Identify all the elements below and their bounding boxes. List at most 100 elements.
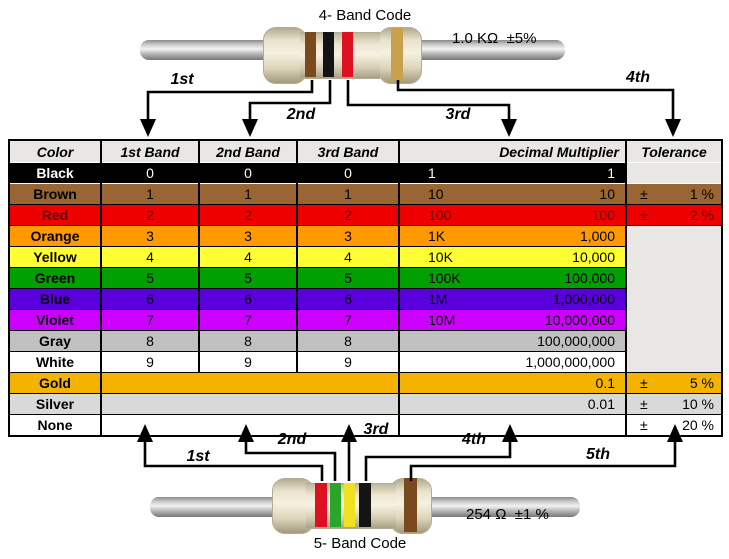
band-3-digit-cell: 8 [296, 330, 399, 352]
tolerance-sign: ± [640, 207, 648, 223]
band-1-digit-cell: 6 [100, 288, 199, 310]
tolerance-sign: ± [640, 186, 648, 202]
band-3-digit-cell: 3 [296, 225, 399, 247]
band-3-digit-cell: 5 [296, 267, 399, 289]
table-row-violet: Violet 7 7 7 10M 10,000,000 [9, 309, 722, 331]
green-band [330, 483, 341, 527]
band-1-digit-cell: 7 [100, 309, 199, 331]
band-1-digit-cell: 9 [100, 351, 199, 373]
band-3-digit-cell: 4 [296, 246, 399, 268]
multiplier-value: 1,000,000,000 [525, 354, 615, 370]
multiplier-prefix: 10M [428, 312, 456, 328]
color-name-cell: Silver [9, 393, 101, 415]
band-2-digit-cell: 6 [198, 288, 297, 310]
decimal-multiplier-cell: 100,000,000 [398, 330, 626, 352]
band-1-digit-cell: 1 [100, 183, 199, 205]
color-name-cell: Black [9, 162, 101, 184]
color-name-cell: Blue [9, 288, 101, 310]
decimal-multiplier-cell: 1M 1,000,000 [398, 288, 626, 310]
arrow-label-4th: 4th [462, 431, 486, 448]
table-row-blue: Blue 6 6 6 1M 1,000,000 [9, 288, 722, 310]
multiplier-prefix: 1M [428, 291, 448, 307]
color-name-cell: Green [9, 267, 101, 289]
multiplier-value: 0.1 [595, 375, 615, 391]
band-1-digit-cell: 4 [100, 246, 199, 268]
band-2-digit-cell: 9 [198, 351, 297, 373]
multiplier-value: 10,000 [572, 249, 615, 265]
multiplier-value: 0.01 [587, 396, 615, 412]
header-3rd-band: 3rd Band [296, 140, 399, 163]
arrow-label-3rd: 3rd [363, 421, 389, 438]
tolerance-value: 20 % [682, 417, 714, 433]
decimal-multiplier-cell: 100 100 [398, 204, 626, 226]
five-band-resistor-value: 254 Ω ±1 % [466, 506, 549, 523]
multiplier-value: 10 [599, 186, 615, 202]
tolerance-cell [625, 225, 722, 373]
band-1-digit-cell: 8 [100, 330, 199, 352]
table-row-gray: Gray 8 8 8 100,000,000 [9, 330, 722, 352]
tolerance-cell [625, 162, 722, 184]
band-2-digit-cell: 5 [198, 267, 297, 289]
band-3-digit-cell: 2 [296, 204, 399, 226]
table-row-black: Black 0 0 0 1 1 [9, 162, 722, 184]
tolerance-value: 1 % [689, 186, 714, 202]
band-3-digit-cell: 7 [296, 309, 399, 331]
band-2-digit-cell: 8 [198, 330, 297, 352]
band-2-digit-cell: 3 [198, 225, 297, 247]
multiplier-value: 1,000,000 [552, 291, 615, 307]
band-2-digit-cell: 0 [198, 162, 297, 184]
decimal-multiplier-cell: 1K 1,000 [398, 225, 626, 247]
color-name-cell: Gray [9, 330, 101, 352]
arrow-label-2nd: 2nd [277, 431, 307, 448]
red-band [342, 32, 353, 77]
tolerance-sign: ± [640, 396, 648, 412]
five-band-code-title: 5- Band Code [313, 535, 407, 552]
band-2-digit-cell: 7 [198, 309, 297, 331]
band-3-digit-cell: 1 [296, 183, 399, 205]
color-name-cell: Orange [9, 225, 101, 247]
table-row-silver: Silver 0.01 ±10 % [9, 393, 722, 415]
decimal-multiplier-cell: 100K 100,000 [398, 267, 626, 289]
band-2-digit-cell: 1 [198, 183, 297, 205]
band-1-digit-cell: 3 [100, 225, 199, 247]
band-3-digit-cell: 6 [296, 288, 399, 310]
color-name-cell: Yellow [9, 246, 101, 268]
color-name-cell: Red [9, 204, 101, 226]
multiplier-prefix: 10K [428, 249, 453, 265]
band-1-digit-cell: 2 [100, 204, 199, 226]
brown-band [404, 478, 417, 532]
bands-empty-cell [100, 372, 399, 394]
arrow-label-2nd: 2nd [286, 106, 316, 123]
multiplier-value: 1,000 [579, 228, 615, 244]
decimal-multiplier-cell: 0.01 [398, 393, 626, 415]
arrow-label-5th: 5th [586, 446, 610, 463]
multiplier-value: 100 [591, 207, 615, 223]
band-3-digit-cell: 9 [296, 351, 399, 373]
gold-band [391, 28, 403, 81]
arrow-label-4th: 4th [626, 69, 650, 86]
multiplier-value: 1 [607, 165, 615, 181]
band-1-digit-cell: 5 [100, 267, 199, 289]
decimal-multiplier-cell: 1,000,000,000 [398, 351, 626, 373]
header-row: Color 1st Band 2nd Band 3rd Band Decimal… [9, 140, 722, 163]
decimal-multiplier-cell: 10M 10,000,000 [398, 309, 626, 331]
table-row-orange: Orange 3 3 3 1K 1,000 [9, 225, 722, 373]
black-band [359, 483, 371, 527]
arrow-label-3rd: 3rd [445, 106, 471, 123]
header-1st-band: 1st Band [100, 140, 199, 163]
table-row-red: Red 2 2 2 100 100 ±2 % [9, 204, 722, 226]
black-band [323, 32, 334, 77]
color-name-cell: Gold [9, 372, 101, 394]
color-code-table: Color 1st Band 2nd Band 3rd Band Decimal… [8, 139, 723, 437]
multiplier-value: 100,000 [564, 270, 615, 286]
color-name-cell: Violet [9, 309, 101, 331]
brown-band [305, 32, 316, 77]
tolerance-cell: ±5 % [625, 372, 722, 394]
header-tolerance: Tolerance [625, 140, 722, 163]
four-band-resistor-value: 1.0 KΩ ±5% [452, 30, 537, 47]
tolerance-value: 10 % [682, 396, 714, 412]
band-2-digit-cell: 2 [198, 204, 297, 226]
header-2nd-band: 2nd Band [198, 140, 297, 163]
